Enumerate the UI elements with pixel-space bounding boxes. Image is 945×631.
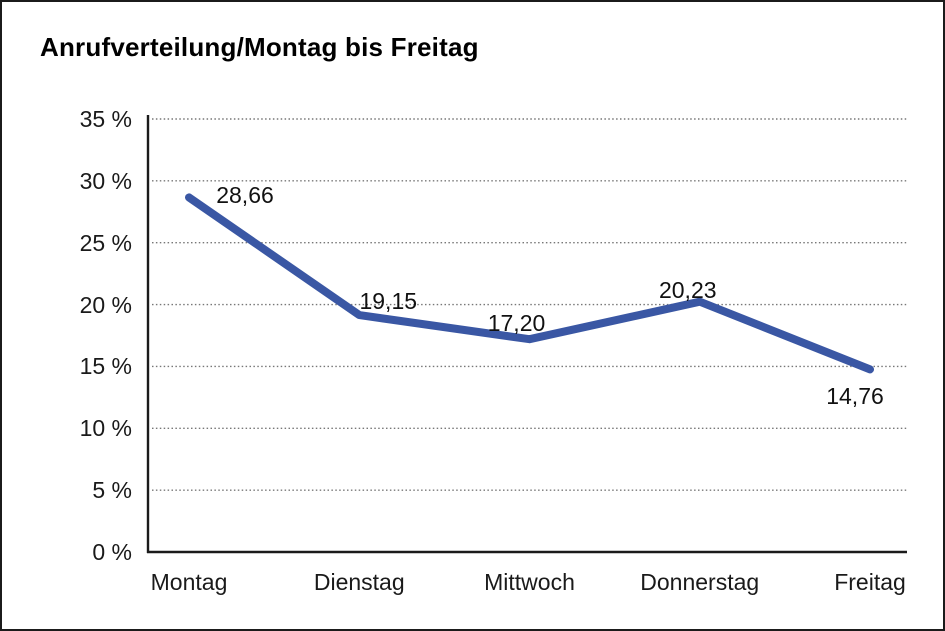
y-tick-label-15: 15 %: [79, 353, 132, 380]
y-tick-label-5: 5 %: [92, 477, 132, 504]
gridlines: [152, 118, 907, 491]
x-tick-label-montag: Montag: [150, 569, 228, 595]
chart-title: Anrufverteilung/Montag bis Freitag: [40, 32, 479, 62]
y-tick-label-30: 30 %: [79, 167, 132, 194]
data-label-freitag: 14,76: [826, 383, 884, 410]
y-tick-label-25: 25 %: [79, 229, 132, 256]
x-tick-label-freitag: Freitag: [834, 569, 906, 595]
axes: [146, 115, 907, 554]
data-label-montag: 28,66: [216, 182, 274, 209]
x-tick-label-dienstag: Dienstag: [313, 569, 405, 595]
series-line-anrufverteilung: [185, 193, 874, 374]
y-tick-label-20: 20 %: [79, 291, 132, 318]
data-label-donnerstag: 20,23: [658, 276, 717, 303]
y-tick-label-10: 10 %: [79, 415, 132, 442]
y-tick-label-35: 35 %: [79, 106, 132, 132]
y-tick-label-0: 0 %: [92, 539, 132, 565]
data-label-dienstag: 19,15: [359, 288, 418, 315]
x-tick-label-mittwoch: Mittwoch: [484, 569, 575, 595]
data-label-mittwoch: 17,20: [487, 310, 546, 337]
x-tick-label-donnerstag: Donnerstag: [640, 569, 760, 595]
